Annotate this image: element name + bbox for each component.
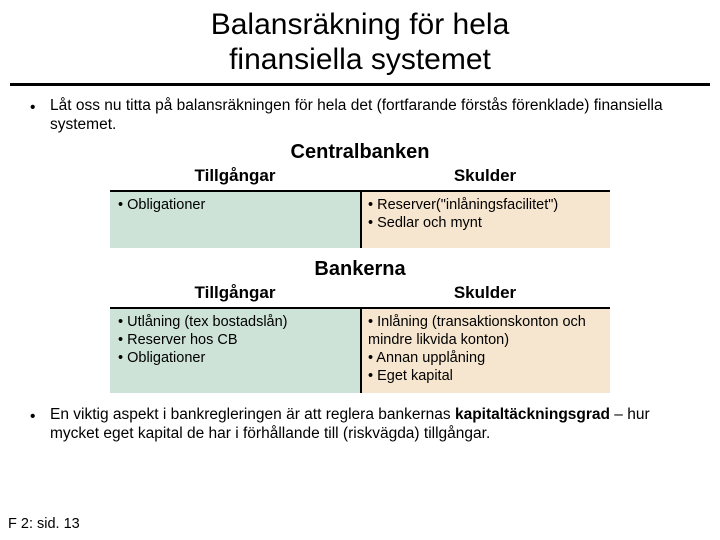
centralbank-heading: Centralbanken — [0, 141, 720, 164]
bank-liab-item: • Inlåning (transaktionskonton och mindr… — [368, 313, 602, 349]
banks-balance-sheet: Tillgångar Skulder • Utlåning (tex bosta… — [110, 281, 610, 393]
vertical-divider — [360, 192, 362, 248]
bullet-1: • Låt oss nu titta på balansräkningen fö… — [0, 86, 720, 139]
slide-title: Balansräkning för hela finansiella syste… — [0, 0, 720, 81]
title-line-1: Balansräkning för hela — [211, 8, 510, 41]
bullet-2-bold: kapitaltäckningsgrad — [455, 406, 610, 423]
bank-liab-item: • Annan upplåning — [368, 349, 602, 367]
bullet-1-text: Låt oss nu titta på balansräkningen för … — [50, 96, 680, 135]
bullet-2: • En viktig aspekt i bankregleringen är … — [0, 393, 720, 448]
bank-asset-item: • Reserver hos CB — [118, 331, 352, 349]
bullet-dot-icon: • — [30, 405, 50, 426]
centralbank-liabilities-header: Skulder — [360, 164, 610, 190]
banks-assets-cell: • Utlåning (tex bostadslån) • Reserver h… — [110, 309, 360, 393]
cb-liab-item: • Sedlar och mynt — [368, 214, 602, 232]
banks-liabilities-cell: • Inlåning (transaktionskonton och mindr… — [360, 309, 610, 393]
centralbank-assets-cell: • Obligationer — [110, 192, 360, 248]
cb-liab-item: • Reserver("inlåningsfacilitet") — [368, 196, 602, 214]
centralbank-balance-sheet: Tillgångar Skulder • Obligationer • Rese… — [110, 164, 610, 248]
banks-assets-header: Tillgångar — [110, 281, 360, 307]
bullet-dot-icon: • — [30, 96, 50, 117]
bullet-2-pre: En viktig aspekt i bankregleringen är at… — [50, 406, 455, 423]
title-line-2: finansiella systemet — [229, 43, 491, 76]
slide-footer: F 2: sid. 13 — [8, 516, 80, 532]
bank-liab-item: • Eget kapital — [368, 367, 602, 385]
centralbank-liabilities-cell: • Reserver("inlåningsfacilitet") • Sedla… — [360, 192, 610, 248]
bank-asset-item: • Utlåning (tex bostadslån) — [118, 313, 352, 331]
vertical-divider — [360, 309, 362, 393]
banks-liabilities-header: Skulder — [360, 281, 610, 307]
cb-asset-item: • Obligationer — [118, 196, 352, 214]
centralbank-assets-header: Tillgångar — [110, 164, 360, 190]
bullet-2-text: En viktig aspekt i bankregleringen är at… — [50, 405, 680, 444]
bank-asset-item: • Obligationer — [118, 349, 352, 367]
banks-heading: Bankerna — [0, 258, 720, 281]
